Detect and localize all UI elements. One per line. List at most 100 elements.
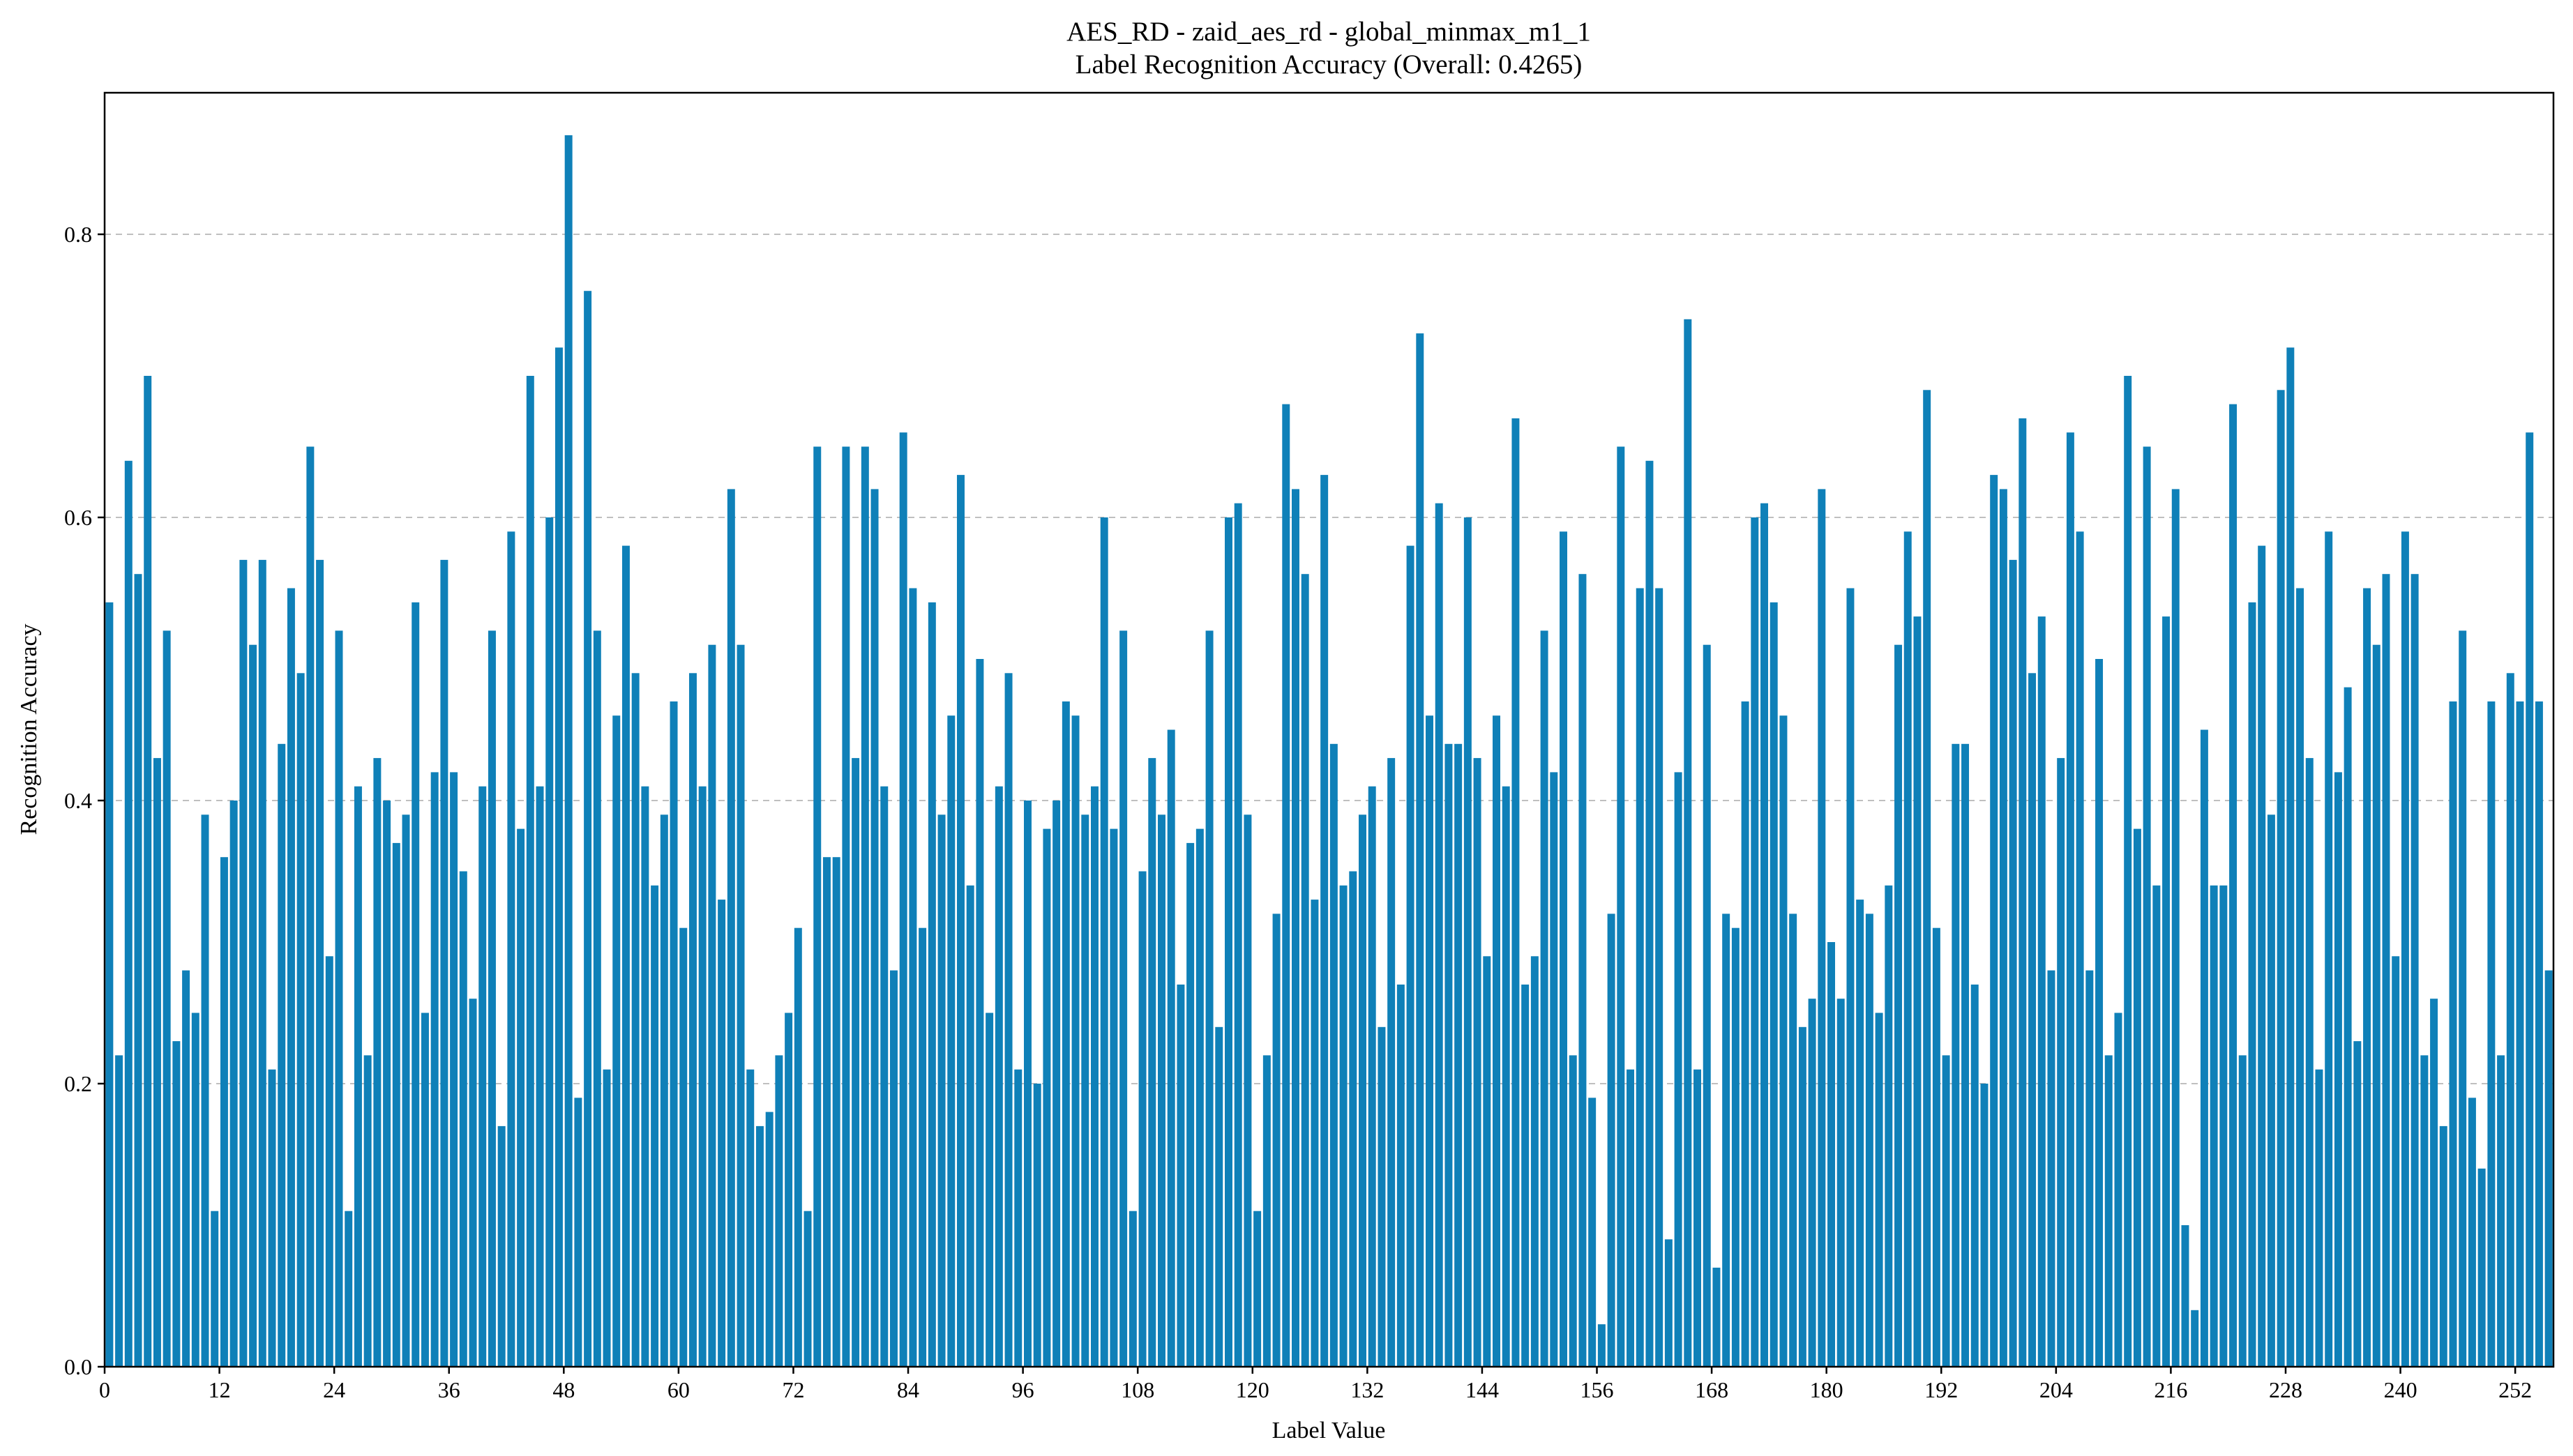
bar bbox=[278, 743, 286, 1367]
x-tick-label: 72 bbox=[782, 1377, 804, 1402]
bar bbox=[2526, 432, 2534, 1367]
bar bbox=[1167, 729, 1175, 1367]
bar bbox=[306, 446, 315, 1367]
bar bbox=[785, 1013, 793, 1367]
bar bbox=[1158, 814, 1165, 1367]
bar bbox=[2277, 390, 2285, 1367]
x-tick-label: 240 bbox=[2384, 1377, 2417, 1402]
x-tick-label: 132 bbox=[1350, 1377, 1384, 1402]
bar bbox=[1961, 743, 1970, 1367]
bar bbox=[1091, 786, 1099, 1367]
bar bbox=[880, 786, 889, 1367]
bar bbox=[335, 630, 343, 1367]
bar bbox=[1454, 743, 1463, 1367]
bar bbox=[2392, 956, 2400, 1367]
bar bbox=[211, 1211, 219, 1367]
bar bbox=[832, 857, 840, 1367]
bar bbox=[2477, 1168, 2486, 1367]
bar bbox=[1406, 545, 1414, 1367]
bar bbox=[822, 857, 831, 1367]
bar bbox=[631, 673, 640, 1367]
bar bbox=[1253, 1211, 1262, 1367]
bar bbox=[2353, 1041, 2362, 1367]
bar bbox=[976, 659, 984, 1367]
bar bbox=[430, 772, 439, 1367]
bar bbox=[718, 900, 726, 1367]
bar bbox=[440, 559, 448, 1367]
x-tick-label: 228 bbox=[2269, 1377, 2302, 1402]
bar bbox=[1846, 588, 1855, 1367]
bar bbox=[2200, 729, 2208, 1367]
bar bbox=[937, 814, 946, 1367]
bar bbox=[2372, 644, 2380, 1367]
bar bbox=[775, 1055, 783, 1367]
bar bbox=[1999, 489, 2007, 1367]
bar bbox=[488, 630, 496, 1367]
bar bbox=[383, 801, 391, 1367]
bar bbox=[1244, 814, 1252, 1367]
bar bbox=[2315, 1069, 2323, 1367]
bar bbox=[1875, 1013, 1883, 1367]
bar bbox=[526, 376, 534, 1367]
bar bbox=[2019, 418, 2027, 1367]
bar bbox=[2057, 758, 2065, 1367]
bar bbox=[899, 432, 907, 1367]
bar bbox=[966, 885, 974, 1367]
bar bbox=[1311, 900, 1319, 1367]
bar bbox=[1234, 503, 1242, 1367]
bar bbox=[621, 545, 630, 1367]
bar bbox=[1521, 984, 1530, 1367]
bar bbox=[1195, 828, 1204, 1367]
bar bbox=[450, 772, 458, 1367]
bar bbox=[554, 347, 563, 1367]
bar bbox=[2286, 347, 2295, 1367]
y-tick-label: 0.0 bbox=[64, 1354, 92, 1379]
bar bbox=[1081, 814, 1089, 1367]
bar bbox=[1359, 814, 1366, 1367]
bar bbox=[1416, 333, 1424, 1367]
chart-subtitle: Label Recognition Accuracy (Overall: 0.4… bbox=[1076, 50, 1583, 79]
bar bbox=[765, 1112, 774, 1367]
bar bbox=[2516, 701, 2524, 1367]
bar bbox=[1148, 758, 1156, 1367]
bar bbox=[1292, 489, 1299, 1367]
bar bbox=[1110, 828, 1118, 1367]
bar bbox=[1033, 1084, 1041, 1367]
bar bbox=[870, 489, 879, 1367]
bar bbox=[1578, 574, 1587, 1367]
bar bbox=[1062, 701, 1070, 1367]
bar bbox=[2152, 885, 2161, 1367]
bar bbox=[2028, 673, 2037, 1367]
bar bbox=[2229, 404, 2238, 1367]
bar bbox=[2344, 687, 2352, 1367]
x-tick-label: 96 bbox=[1012, 1377, 1034, 1402]
bar bbox=[2191, 1310, 2199, 1367]
bar bbox=[803, 1211, 812, 1367]
bar bbox=[2468, 1098, 2476, 1367]
bar bbox=[2143, 446, 2151, 1367]
y-tick-label: 0.4 bbox=[64, 788, 92, 813]
bar bbox=[115, 1055, 123, 1367]
bar bbox=[144, 376, 152, 1367]
bar bbox=[1731, 927, 1740, 1367]
bar bbox=[698, 786, 707, 1367]
y-axis: 0.0 0.2 0.4 0.6 0.8 bbox=[64, 222, 105, 1379]
bar bbox=[1205, 630, 1214, 1367]
x-axis: 0 12 24 36 48 60 72 84 96 108 120 132 144 156 168 180 19… bbox=[99, 1367, 2532, 1402]
bar bbox=[2506, 673, 2514, 1367]
bar bbox=[986, 1013, 994, 1367]
bar bbox=[1301, 574, 1309, 1367]
bar bbox=[2085, 970, 2094, 1367]
bar bbox=[172, 1041, 181, 1367]
bar bbox=[1071, 715, 1080, 1367]
bar bbox=[889, 970, 898, 1367]
bar bbox=[153, 758, 161, 1367]
bar bbox=[1215, 1026, 1223, 1367]
bar bbox=[794, 927, 802, 1367]
bar bbox=[220, 857, 228, 1367]
bar bbox=[2439, 1125, 2447, 1367]
bar bbox=[708, 644, 716, 1367]
bar bbox=[1024, 801, 1032, 1367]
bar bbox=[507, 531, 515, 1367]
bar bbox=[1473, 758, 1481, 1367]
